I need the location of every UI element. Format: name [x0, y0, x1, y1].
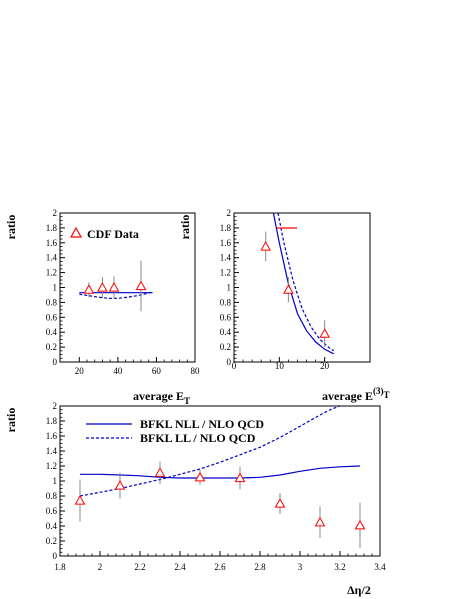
y-tick-label: 0 [53, 551, 58, 561]
y-tick-label: 0.2 [46, 342, 57, 352]
y-tick-label: 2 [53, 208, 58, 218]
x-tick-label: 20 [75, 366, 85, 376]
y-axis-label: ratio [4, 408, 18, 433]
data-point-triangle [354, 519, 366, 530]
series-line-dashed [79, 291, 153, 299]
series-line-dashed [277, 213, 335, 352]
y-tick-label: 1.6 [46, 431, 58, 441]
series-line-solid [272, 213, 334, 355]
y-tick-label: 0.6 [220, 312, 232, 322]
data-point-triangle [74, 494, 86, 505]
y-tick-label: 1.6 [46, 238, 58, 248]
y-tick-label: 1.8 [220, 223, 232, 233]
y-tick-label: 1 [227, 283, 232, 293]
panel-top-left: 0 0.2 0.4 0.6 0.8 1 1.2 1.4 1.6 1.8 2 20 40 60 80 ratio… [4, 208, 200, 406]
y-tick-label: 0.2 [220, 342, 231, 352]
series-line-dashed [79, 406, 345, 497]
x-axis-label-main: average E [322, 389, 373, 403]
y-tick-label: 1 [53, 283, 58, 293]
data-point-triangle [97, 281, 108, 292]
x-tick-label: 40 [113, 366, 123, 376]
y-tick-label: 1 [53, 476, 58, 486]
y-tick-label: 1.2 [220, 268, 231, 278]
x-axis-label: average E(3)T [322, 386, 390, 403]
legend-label: CDF Data [87, 227, 139, 241]
data-point-triangle [260, 240, 272, 251]
x-tick-label: 1.8 [54, 562, 66, 572]
y-tick-label: 0 [227, 357, 232, 367]
y-tick-label: 1.2 [46, 461, 57, 471]
y-tick-label: 0.8 [46, 297, 58, 307]
y-tick-label: 0 [53, 357, 58, 367]
data-point-triangle [319, 328, 331, 338]
y-tick-label: 1.8 [46, 223, 58, 233]
plot-frame [233, 212, 371, 363]
y-tick-label: 2 [53, 401, 58, 411]
y-tick-label: 0.4 [46, 521, 58, 531]
y-tick-label: 1.6 [220, 238, 232, 248]
y-tick-label: 1.2 [46, 268, 57, 278]
x-tick-label: 2 [98, 562, 103, 572]
x-tick-label: 3.2 [334, 562, 345, 572]
y-tick-label: 1.4 [46, 253, 58, 263]
x-tick-label: 60 [152, 366, 162, 376]
data-point-triangle [274, 497, 286, 508]
series-line-solid [80, 465, 361, 479]
y-tick-label: 1.4 [220, 253, 232, 263]
y-axis-label: ratio [178, 215, 192, 240]
y-tick-label: 1.4 [46, 446, 58, 456]
y-tick-label: 0.6 [46, 506, 58, 516]
x-tick-label: 3 [298, 562, 303, 572]
y-tick-label: 0.4 [220, 327, 232, 337]
legend-label: BFKL LL / NLO QCD [140, 431, 256, 445]
y-tick-label: 0.8 [46, 491, 58, 501]
x-tick-label: 20 [320, 361, 330, 371]
data-point-triangle [83, 284, 95, 294]
y-tick-label: 0.4 [46, 327, 58, 337]
data-point-triangle [314, 516, 326, 527]
data-point-triangle [154, 467, 166, 477]
x-axis-label-main: average E [133, 389, 184, 403]
x-axis-label-subscript: T [383, 390, 389, 400]
data-point-triangle [283, 284, 294, 294]
x-axis-label: average ET [133, 389, 190, 406]
x-tick-label: 2.8 [254, 562, 266, 572]
data-point-triangle [135, 280, 147, 291]
x-tick-label: 3.4 [374, 562, 386, 572]
y-tick-label: 1.8 [46, 416, 58, 426]
legend-marker-triangle [69, 226, 83, 238]
data-point-triangle [114, 479, 126, 490]
data-point-triangle [234, 472, 246, 483]
x-tick-label: 0 [232, 361, 237, 371]
x-axis-label-subscript: T [184, 396, 190, 406]
x-axis-label-superscript: (3) [373, 386, 384, 396]
x-tick-label: 80 [191, 366, 201, 376]
x-tick-label: 10 [275, 361, 285, 371]
y-axis-label: ratio [4, 215, 18, 240]
y-tick-label: 0.2 [46, 536, 57, 546]
data-point-triangle [108, 281, 120, 292]
data-point-triangle [194, 471, 206, 482]
x-axis-label: Δη/2 [347, 583, 371, 597]
y-tick-label: 0.6 [46, 312, 58, 322]
panel-bottom: 0 0.2 0.4 0.6 0.8 1 1.2 1.4 1.6 1.8 2 1.8 2 2.2 2.4 2.6… [4, 401, 386, 597]
y-tick-label: 0.8 [220, 297, 232, 307]
x-tick-label: 2.4 [174, 562, 186, 572]
x-tick-label: 2.2 [134, 562, 145, 572]
legend-label: BFKL NLL / NLO QCD [140, 417, 264, 431]
y-tick-label: 2 [227, 208, 232, 218]
x-tick-label: 2.6 [214, 562, 226, 572]
panel-top-right: 00.20.40.60.811.21.41.61.820 10 20ratioave… [178, 208, 390, 403]
